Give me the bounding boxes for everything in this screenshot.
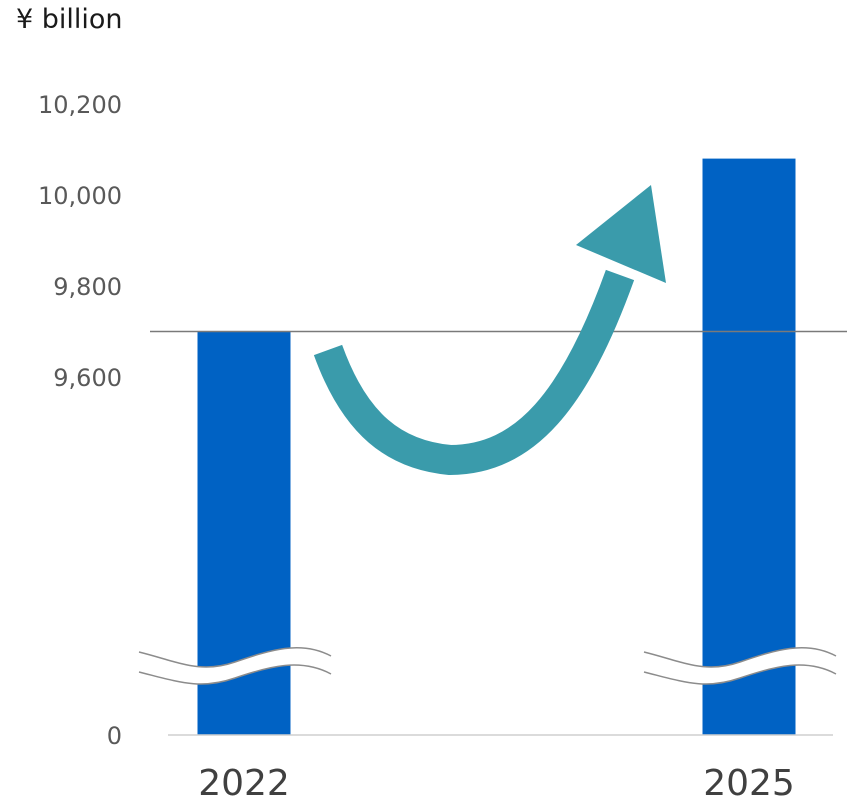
- x-tick-label: 2025: [703, 763, 795, 803]
- bars: [197, 158, 796, 736]
- growth-arrow-body: [313, 269, 635, 476]
- axis-break-band: [644, 647, 836, 685]
- y-tick-label: 9,800: [53, 273, 122, 301]
- axis-break-line: [138, 664, 332, 685]
- growth-arrow-icon: [313, 185, 666, 476]
- x-axis-ticks: 2022 2025: [198, 763, 795, 803]
- axis-break-line: [643, 646, 837, 668]
- y-tick-label: 10,200: [38, 91, 122, 119]
- unit-label: ¥ billion: [16, 4, 123, 35]
- axis-break-marks: [138, 646, 837, 685]
- x-tick-label: 2022: [198, 763, 290, 803]
- y-tick-label: 10,000: [38, 182, 122, 210]
- y-axis-ticks: 0 9,600 9,800 10,000 10,200: [38, 91, 122, 750]
- axis-break-band: [139, 647, 331, 685]
- axis-break-line: [643, 664, 837, 685]
- bar-2025: [702, 158, 796, 736]
- axis-break-line: [138, 646, 332, 668]
- y-tick-label: 0: [107, 722, 122, 750]
- growth-arrow-head: [576, 185, 666, 283]
- y-tick-label: 9,600: [53, 364, 122, 392]
